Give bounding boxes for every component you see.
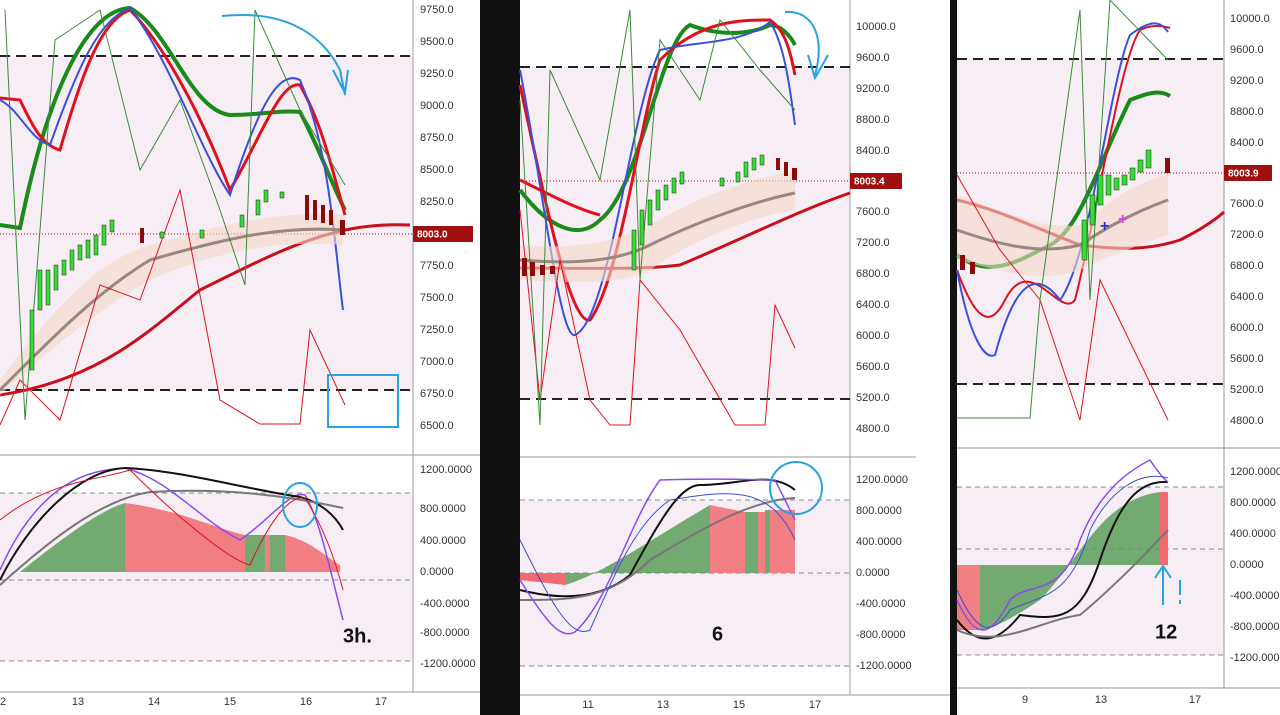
- last-price: 8003.9: [1228, 169, 1259, 180]
- osc-tick-label: -800.0000: [420, 627, 470, 639]
- osc-tick-label: -400.0000: [420, 598, 470, 610]
- price-tick-label: 8750.0: [420, 132, 454, 144]
- price-tick-label: 9500.0: [420, 36, 454, 48]
- price-tick-label: 6400.0: [856, 299, 890, 311]
- date-label: 12: [0, 696, 6, 708]
- osc-tick-label: 0.0000: [856, 567, 890, 579]
- last-price-box: [850, 173, 902, 189]
- price-tick-label: 9750.0: [420, 4, 454, 16]
- date-label: 14: [148, 696, 160, 708]
- date-label: 13: [1095, 694, 1107, 706]
- date-label: 13: [72, 696, 84, 708]
- svg-text:+: +: [1118, 211, 1127, 228]
- osc-tick-label: 0.0000: [1230, 559, 1264, 571]
- indicators-2: [518, 9, 851, 635]
- osc-tick-label: -1200.0000: [856, 660, 912, 672]
- price-tick-label: 9250.0: [420, 68, 454, 80]
- price-tick-label: 9200.0: [856, 83, 890, 95]
- last-price-box: [1224, 165, 1272, 181]
- annotations-2: [769, 10, 829, 515]
- timeframe-note: 6: [712, 623, 723, 645]
- date-label: 16: [300, 696, 312, 708]
- price-tick-label: 9600.0: [856, 52, 890, 64]
- price-tick-label: 5200.0: [856, 392, 890, 404]
- osc-tick-label: 1200.0000: [856, 474, 908, 486]
- last-price-box: [413, 226, 473, 242]
- osc-tick-label: -800.0000: [856, 629, 906, 641]
- osc-tick-label: 400.0000: [856, 536, 902, 548]
- price-tick-label: 7500.0: [420, 292, 454, 304]
- date-label: 15: [733, 699, 745, 711]
- price-tick-label: 7600.0: [1230, 198, 1264, 210]
- price-tick-label: 8800.0: [1230, 106, 1264, 118]
- last-price: 8003.4: [854, 177, 885, 188]
- price-tick-label: 8400.0: [1230, 137, 1264, 149]
- price-tick-label: 8800.0: [856, 114, 890, 126]
- price-tick-label: 5200.0: [1230, 384, 1264, 396]
- svg-text:+: +: [1100, 218, 1109, 235]
- price-tick-label: 6800.0: [856, 268, 890, 280]
- date-label: 11: [582, 699, 593, 711]
- price-tick-label: 6750.0: [420, 388, 454, 400]
- price-tick-label: 7200.0: [1230, 229, 1264, 241]
- price-tick-label: 9600.0: [1230, 44, 1264, 56]
- price-tick-label: 10000.0: [1230, 13, 1270, 25]
- timeframe-note: 3h.: [343, 625, 372, 647]
- price-tick-label: 9200.0: [1230, 75, 1264, 87]
- osc-tick-label: -400.0000: [1230, 590, 1280, 602]
- date-label: 17: [809, 699, 821, 711]
- price-tick-label: 6000.0: [856, 330, 890, 342]
- annotations-1: [221, 14, 399, 528]
- osc-tick-label: 400.0000: [1230, 528, 1276, 540]
- timeframe-note: 12: [1155, 621, 1177, 643]
- price-tick-label: 6000.0: [1230, 322, 1264, 334]
- osc-tick-label: -800.0000: [1230, 621, 1280, 633]
- osc-tick-label: -1200.0000: [1230, 652, 1280, 664]
- price-tick-label: 5600.0: [1230, 353, 1264, 365]
- price-tick-label: 7000.0: [420, 356, 454, 368]
- osc-tick-label: -400.0000: [856, 598, 906, 610]
- osc-tick-label: 800.0000: [420, 503, 466, 515]
- osc-tick-label: 800.0000: [856, 505, 902, 517]
- osc-tick-label: 1200.0000: [420, 464, 472, 476]
- osc-tick-label: -1200.0000: [420, 658, 476, 670]
- osc-tick-label: 800.0000: [1230, 497, 1276, 509]
- annotations-3: [1154, 564, 1181, 605]
- date-label: 17: [1189, 694, 1201, 706]
- price-tick-label: 6400.0: [1230, 291, 1264, 303]
- price-tick-label: 5600.0: [856, 361, 890, 373]
- indicators-1: [0, 5, 411, 621]
- price-tick-label: 7250.0: [420, 324, 454, 336]
- price-tick-label: 9000.0: [420, 100, 454, 112]
- price-tick-label: 6800.0: [1230, 260, 1264, 272]
- price-tick-label: 8500.0: [420, 164, 454, 176]
- band: [0, 493, 413, 661]
- price-tick-label: 4800.0: [856, 423, 890, 435]
- last-price: 8003.0: [417, 230, 448, 241]
- price-tick-label: 7200.0: [856, 237, 890, 249]
- osc-tick-label: 1200.0000: [1230, 466, 1280, 478]
- date-label: 15: [224, 696, 236, 708]
- price-tick-label: 6500.0: [420, 420, 454, 432]
- indicators-3: + +: [955, 0, 1225, 640]
- price-tick-label: 10000.0: [856, 21, 896, 33]
- price-tick-label: 7750.0: [420, 260, 454, 272]
- date-label: 17: [375, 696, 387, 708]
- price-line: [0, 172, 1224, 235]
- price-tick-label: 8400.0: [856, 145, 890, 157]
- date-label: 9: [1022, 694, 1028, 706]
- date-label: 13: [657, 699, 669, 711]
- price-tick-label: 8250.0: [420, 196, 454, 208]
- osc-tick-label: 400.0000: [420, 535, 466, 547]
- osc-tick-label: 0.0000: [420, 566, 454, 578]
- price-tick-label: 7600.0: [856, 206, 890, 218]
- price-tick-label: 4800.0: [1230, 415, 1264, 427]
